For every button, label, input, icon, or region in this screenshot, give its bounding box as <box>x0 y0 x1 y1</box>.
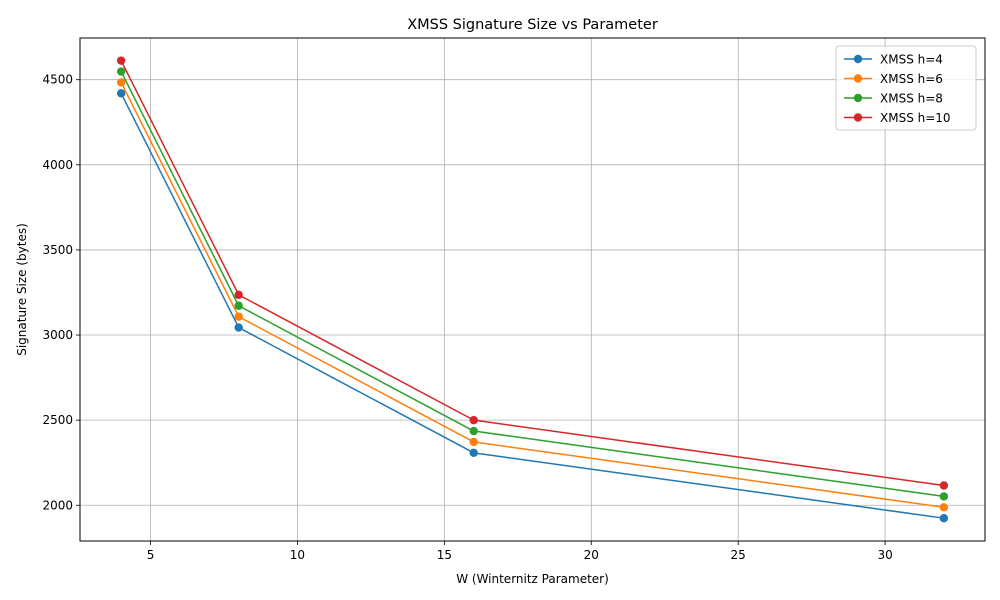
legend-label: XMSS h=6 <box>880 72 943 86</box>
data-point <box>234 290 243 300</box>
data-point <box>939 492 949 501</box>
legend-item: XMSS h=4 <box>844 53 943 67</box>
legend-item: XMSS h=6 <box>844 72 943 86</box>
data-point <box>234 323 243 332</box>
data-point <box>469 426 478 436</box>
y-tick-label: 4000 <box>42 158 73 172</box>
series-line <box>120 71 944 498</box>
y-tick-label: 4500 <box>42 73 73 87</box>
legend-swatch-marker <box>853 93 863 103</box>
legend-label: XMSS h=8 <box>880 92 943 106</box>
x-tick-label: 15 <box>437 548 452 562</box>
axis-ticks: 5 10 15 20 25 30 2000 2500 3000 3500 4000 4500 <box>42 73 892 562</box>
series-3 <box>116 67 949 501</box>
data-point <box>939 503 949 512</box>
series-4 <box>116 56 949 490</box>
series-line <box>120 82 944 509</box>
x-tick-label: 10 <box>290 548 305 562</box>
legend-box <box>835 45 977 131</box>
series-line <box>120 60 944 487</box>
legend-label: XMSS h=4 <box>880 53 943 67</box>
legend-item: XMSS h=8 <box>844 92 943 106</box>
grid <box>80 38 985 541</box>
data-point <box>116 78 126 87</box>
data-point <box>939 513 949 523</box>
plot-frame <box>79 37 986 542</box>
x-tick-label: 25 <box>731 548 746 562</box>
series-1 <box>116 89 949 523</box>
x-tick-label: 20 <box>584 548 599 562</box>
y-tick-label: 3500 <box>42 243 73 257</box>
legend-label: XMSS h=10 <box>880 111 951 125</box>
x-tick-label: 5 <box>147 548 155 562</box>
data-point <box>116 56 126 65</box>
legend-swatch-marker <box>853 54 863 64</box>
y-axis-title: Signature Size (bytes) <box>15 223 29 356</box>
data-point <box>116 89 126 98</box>
legend-swatch-marker <box>853 74 863 83</box>
y-tick-label: 2500 <box>42 413 73 427</box>
data-point <box>234 301 243 310</box>
legend-item: XMSS h=10 <box>844 111 951 125</box>
data-point <box>939 481 949 490</box>
y-tick-label: 2000 <box>42 498 73 512</box>
x-axis-title: W (Winternitz Parameter) <box>456 572 609 586</box>
y-tick-label: 3000 <box>42 328 73 342</box>
chart-title: XMSS Signature Size vs Parameter <box>407 17 658 33</box>
data-point <box>469 437 478 447</box>
data-point <box>116 67 126 76</box>
series-group <box>116 56 949 523</box>
legend-swatch-marker <box>853 113 863 122</box>
data-point <box>234 312 243 321</box>
data-point <box>469 415 478 425</box>
x-tick-label: 30 <box>877 548 892 562</box>
data-point <box>469 448 478 458</box>
series-line <box>120 92 944 519</box>
legend: XMSS h=4 XMSS h=6 XMSS h=8 XMSS h=10 <box>835 45 977 131</box>
series-2 <box>116 78 949 512</box>
